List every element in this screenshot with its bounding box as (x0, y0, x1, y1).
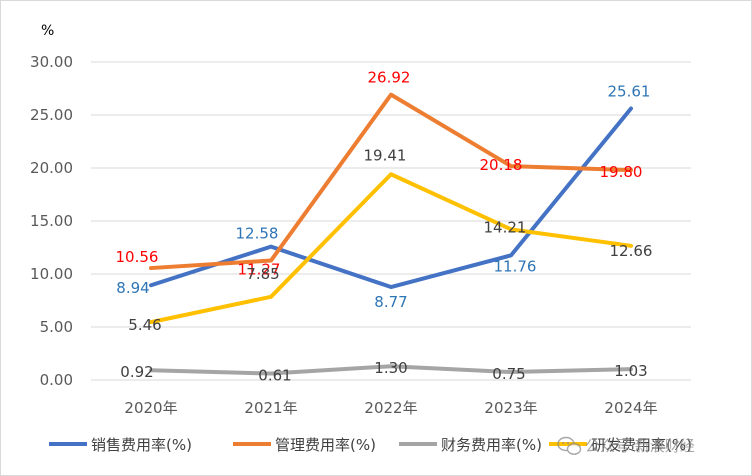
data-labels: 8.94 12.58 8.77 11.76 25.61 10.56 11.27 26.92 20… (116, 69, 653, 385)
y-axis-ticks: 0.00 5.00 10.00 15.00 20.00 25.00 30.00 (30, 53, 73, 389)
series-line-0 (149, 106, 633, 290)
data-label: 11.76 (494, 257, 537, 275)
legend: 销售费用率(%) 管理费用率(%) 财务费用率(%) 研发费用率(%) (49, 436, 692, 454)
y-unit-label: % (41, 23, 54, 39)
y-tick-label: 25.00 (30, 106, 73, 124)
data-label: 20.18 (480, 156, 523, 174)
x-tick-label: 2021年 (244, 399, 297, 417)
data-label: 12.58 (236, 225, 279, 243)
y-tick-label: 20.00 (30, 159, 73, 177)
x-axis-ticks: 2020年 2021年 2022年 2023年 2024年 (124, 399, 657, 417)
watermark: 公众号·新浪财经 (557, 436, 695, 455)
data-label: 1.03 (614, 362, 647, 380)
grid-lines (91, 61, 691, 381)
data-label: 12.66 (610, 242, 653, 260)
y-tick-label: 30.00 (30, 53, 73, 71)
data-label: 5.46 (128, 316, 161, 334)
y-tick-label: 5.00 (40, 318, 73, 336)
data-label: 0.92 (120, 363, 153, 381)
data-label: 25.61 (608, 83, 651, 101)
data-label: 19.80 (600, 163, 643, 181)
legend-label: 财务费用率(%) (441, 436, 542, 454)
data-label: 10.56 (116, 248, 159, 266)
series-line-2 (149, 364, 633, 376)
y-tick-label: 0.00 (40, 371, 73, 389)
data-label: 8.94 (116, 279, 149, 297)
x-tick-label: 2023年 (484, 399, 537, 417)
data-label: 11.27 (238, 261, 281, 279)
x-tick-label: 2024年 (604, 399, 657, 417)
data-label: 0.75 (492, 365, 525, 383)
watermark-text: 公众号·新浪财经 (585, 437, 695, 455)
series-line-1 (149, 92, 633, 271)
data-label: 1.30 (374, 359, 407, 377)
y-tick-label: 15.00 (30, 212, 73, 230)
data-label: 8.77 (374, 293, 407, 311)
legend-label: 销售费用率(%) (91, 436, 192, 454)
data-label: 26.92 (368, 69, 411, 87)
data-label: 7.85 (246, 265, 279, 283)
series-line-3 (149, 172, 633, 325)
x-tick-label: 2022年 (364, 399, 417, 417)
data-label: 14.21 (484, 218, 527, 236)
y-tick-label: 10.00 (30, 265, 73, 283)
data-label: 19.41 (364, 146, 407, 164)
series-lines (149, 92, 633, 376)
legend-label: 研发费用率(%) (591, 436, 692, 454)
legend-label: 管理费用率(%) (275, 436, 376, 454)
wechat-icon (557, 436, 582, 455)
data-label: 0.61 (258, 367, 291, 385)
x-tick-label: 2020年 (124, 399, 177, 417)
